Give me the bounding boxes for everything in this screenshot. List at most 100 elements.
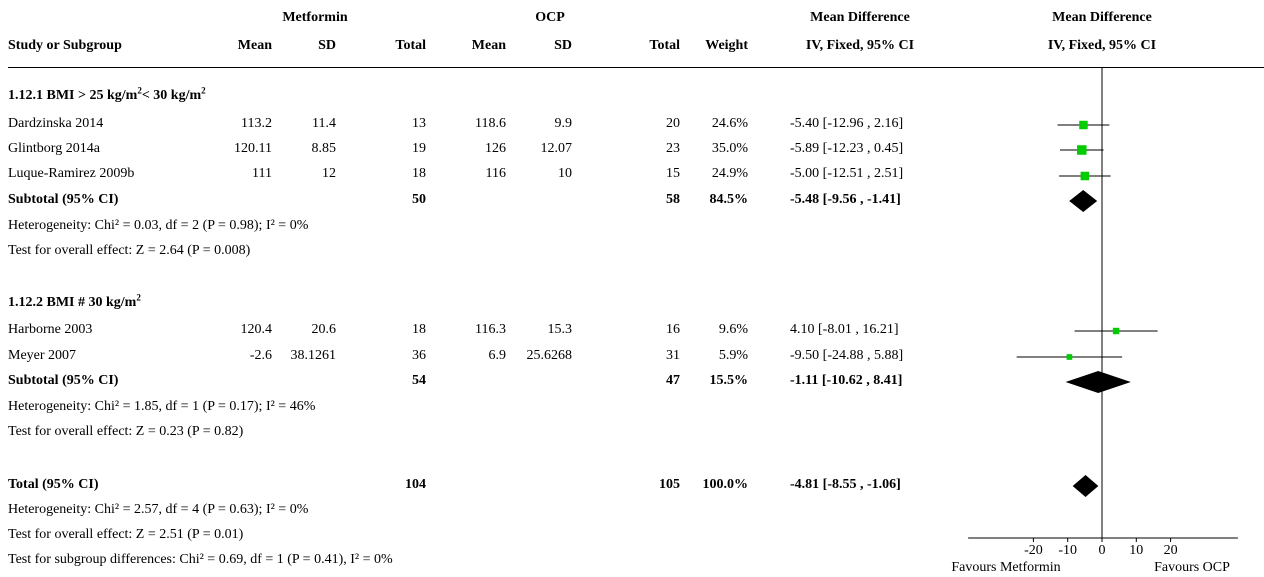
total-b: 20 [666, 116, 680, 131]
weight: 24.9% [711, 166, 748, 181]
sd-b: 12.07 [540, 141, 573, 156]
mean-a: -2.6 [249, 348, 272, 363]
subgroup1-title: 1.12.1 BMI > 25 kg/m2< 30 kg/m2 [8, 85, 206, 103]
subtotal-weight: 15.5% [709, 373, 749, 388]
x-tick-label: -10 [1058, 543, 1077, 558]
pooled-diamond [1069, 190, 1098, 212]
total-weight: 100.0% [702, 477, 749, 492]
study-name: Glintborg 2014a [8, 141, 100, 156]
sd-b: 9.9 [554, 116, 573, 131]
pooled-diamond [1065, 371, 1131, 393]
sd-a: 11.4 [312, 116, 336, 131]
favours-left-label: Favours Metformin [951, 560, 1060, 575]
study-name: Meyer 2007 [8, 348, 77, 363]
total-a: 18 [412, 322, 426, 337]
x-tick-label: 10 [1129, 543, 1143, 558]
effect-ci: -5.89 [-12.23 , 0.45] [790, 141, 904, 156]
subgroup2-title: 1.12.2 BMI # 30 kg/m2 [8, 292, 141, 310]
subtotal-ci: -1.11 [-10.62 , 8.41] [790, 373, 903, 388]
favours-right-label: Favours OCP [1154, 560, 1230, 575]
overall-effect-text: Test for overall effect: Z = 2.51 (P = 0… [8, 527, 244, 542]
effect-ci: -5.40 [-12.96 , 2.16] [790, 116, 904, 131]
mean-a-header: Mean [237, 38, 272, 53]
mean-b: 116.3 [475, 322, 506, 337]
x-tick-label: 0 [1099, 543, 1106, 558]
mean-b: 6.9 [488, 348, 507, 363]
overall-effect-text: Test for overall effect: Z = 0.23 (P = 0… [8, 424, 244, 439]
total-ci: -4.81 [-8.55 , -1.06] [790, 477, 901, 492]
study-name: Dardzinska 2014 [8, 116, 104, 131]
total-b-header: Total [649, 38, 680, 53]
subtotal-total-b: 47 [666, 373, 680, 388]
total-a: 18 [412, 166, 426, 181]
effect-ci: 4.10 [-8.01 , 16.21] [790, 322, 899, 337]
sd-b: 15.3 [547, 322, 573, 337]
total-b: 23 [666, 141, 680, 156]
mean-a: 113.2 [241, 116, 272, 131]
group-b-header: OCP [535, 10, 565, 25]
heterogeneity-text: Heterogeneity: Chi² = 0.03, df = 2 (P = … [8, 218, 309, 233]
study-marker [1066, 354, 1073, 360]
ci-method-header-left: IV, Fixed, 95% CI [805, 38, 915, 53]
weight: 9.6% [718, 322, 748, 337]
sd-b: 10 [558, 166, 572, 181]
subtotal-total-b: 58 [666, 192, 680, 207]
mean-a: 111 [252, 166, 272, 181]
sd-a: 12 [322, 166, 336, 181]
subtotal-total-a: 50 [412, 192, 426, 207]
study-name: Luque-Ramirez 2009b [8, 166, 135, 181]
study-marker [1079, 120, 1088, 130]
study-name: Harborne 2003 [8, 322, 93, 337]
subtotal-ci: -5.48 [-9.56 , -1.41] [790, 192, 901, 207]
pooled-diamond [1072, 475, 1099, 497]
sd-a: 20.6 [311, 322, 337, 337]
mean-b-header: Mean [471, 38, 506, 53]
sd-a-header: SD [318, 38, 336, 53]
weight: 5.9% [718, 348, 748, 363]
md-header-right: Mean Difference [1052, 10, 1152, 25]
total-b: 31 [666, 348, 680, 363]
weight: 35.0% [711, 141, 748, 156]
study-marker [1077, 145, 1087, 155]
weight-header: Weight [705, 38, 748, 53]
mean-a: 120.4 [240, 322, 273, 337]
md-header-left: Mean Difference [810, 10, 910, 25]
total-b: 15 [666, 166, 680, 181]
ci-method-header-right: IV, Fixed, 95% CI [1047, 38, 1157, 53]
x-tick-label: -20 [1024, 543, 1043, 558]
effect-ci: -9.50 [-24.88 , 5.88] [790, 348, 904, 363]
x-tick-label: 20 [1164, 543, 1178, 558]
subgroup-differences-text: Test for subgroup differences: Chi² = 0.… [8, 552, 393, 567]
total-total-a: 104 [405, 477, 426, 492]
total-a: 36 [412, 348, 426, 363]
total-a-header: Total [395, 38, 426, 53]
heterogeneity-text: Heterogeneity: Chi² = 2.57, df = 4 (P = … [8, 502, 309, 517]
mean-b: 116 [485, 166, 506, 181]
mean-a: 120.11 [234, 141, 272, 156]
total-label: Total (95% CI) [8, 477, 99, 492]
total-total-b: 105 [659, 477, 680, 492]
subtotal-total-a: 54 [412, 373, 426, 388]
total-b: 16 [666, 322, 680, 337]
study-column-header: Study or Subgroup [8, 38, 122, 53]
subtotal-weight: 84.5% [709, 192, 749, 207]
heterogeneity-text: Heterogeneity: Chi² = 1.85, df = 1 (P = … [8, 399, 316, 414]
group-a-header: Metformin [282, 10, 348, 25]
study-marker [1112, 327, 1120, 335]
header-rule [8, 67, 1264, 68]
weight: 24.6% [711, 116, 748, 131]
overall-effect-text: Test for overall effect: Z = 2.64 (P = 0… [8, 243, 251, 258]
total-a: 13 [412, 116, 426, 131]
study-marker [1080, 171, 1090, 181]
sd-b: 25.6268 [526, 348, 573, 363]
sd-a: 38.1261 [290, 348, 337, 363]
effect-ci: -5.00 [-12.51 , 2.51] [790, 166, 904, 181]
total-a: 19 [412, 141, 426, 156]
subtotal-label: Subtotal (95% CI) [8, 192, 119, 207]
mean-b: 126 [485, 141, 506, 156]
subtotal-label: Subtotal (95% CI) [8, 373, 119, 388]
sd-a: 8.85 [311, 141, 337, 156]
mean-b: 118.6 [475, 116, 506, 131]
sd-b-header: SD [554, 38, 572, 53]
